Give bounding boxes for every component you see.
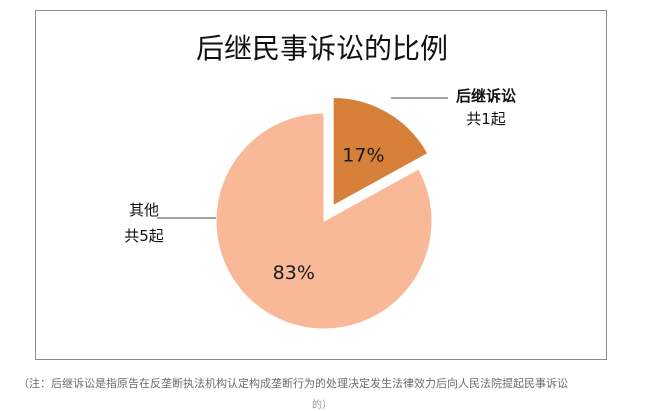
callout-name-1: 后继诉讼 bbox=[456, 87, 516, 105]
callout-count-2: 共5起 bbox=[124, 227, 164, 245]
pie-slice-1 bbox=[332, 97, 429, 207]
slice-percent-label-1: 17% bbox=[342, 144, 384, 166]
chart-frame: 后继民事诉讼的比例 17% 83% 后继诉讼共1起其他共5起 bbox=[35, 10, 607, 360]
callout-count-1: 共1起 bbox=[466, 110, 506, 128]
callout-name-2: 其他 bbox=[129, 201, 159, 219]
pie-slice-2 bbox=[215, 112, 433, 330]
chart-title: 后继民事诉讼的比例 bbox=[196, 32, 448, 65]
footnote: （注：后继诉讼是指原告在反垄断执法机构认定构成垄断行为的处理决定发生法律效力后向… bbox=[18, 377, 568, 390]
pie-slices: 17% 83% bbox=[215, 97, 433, 330]
slice-percent-label-2: 83% bbox=[273, 262, 315, 284]
footnote-tail: 的） bbox=[312, 400, 332, 411]
